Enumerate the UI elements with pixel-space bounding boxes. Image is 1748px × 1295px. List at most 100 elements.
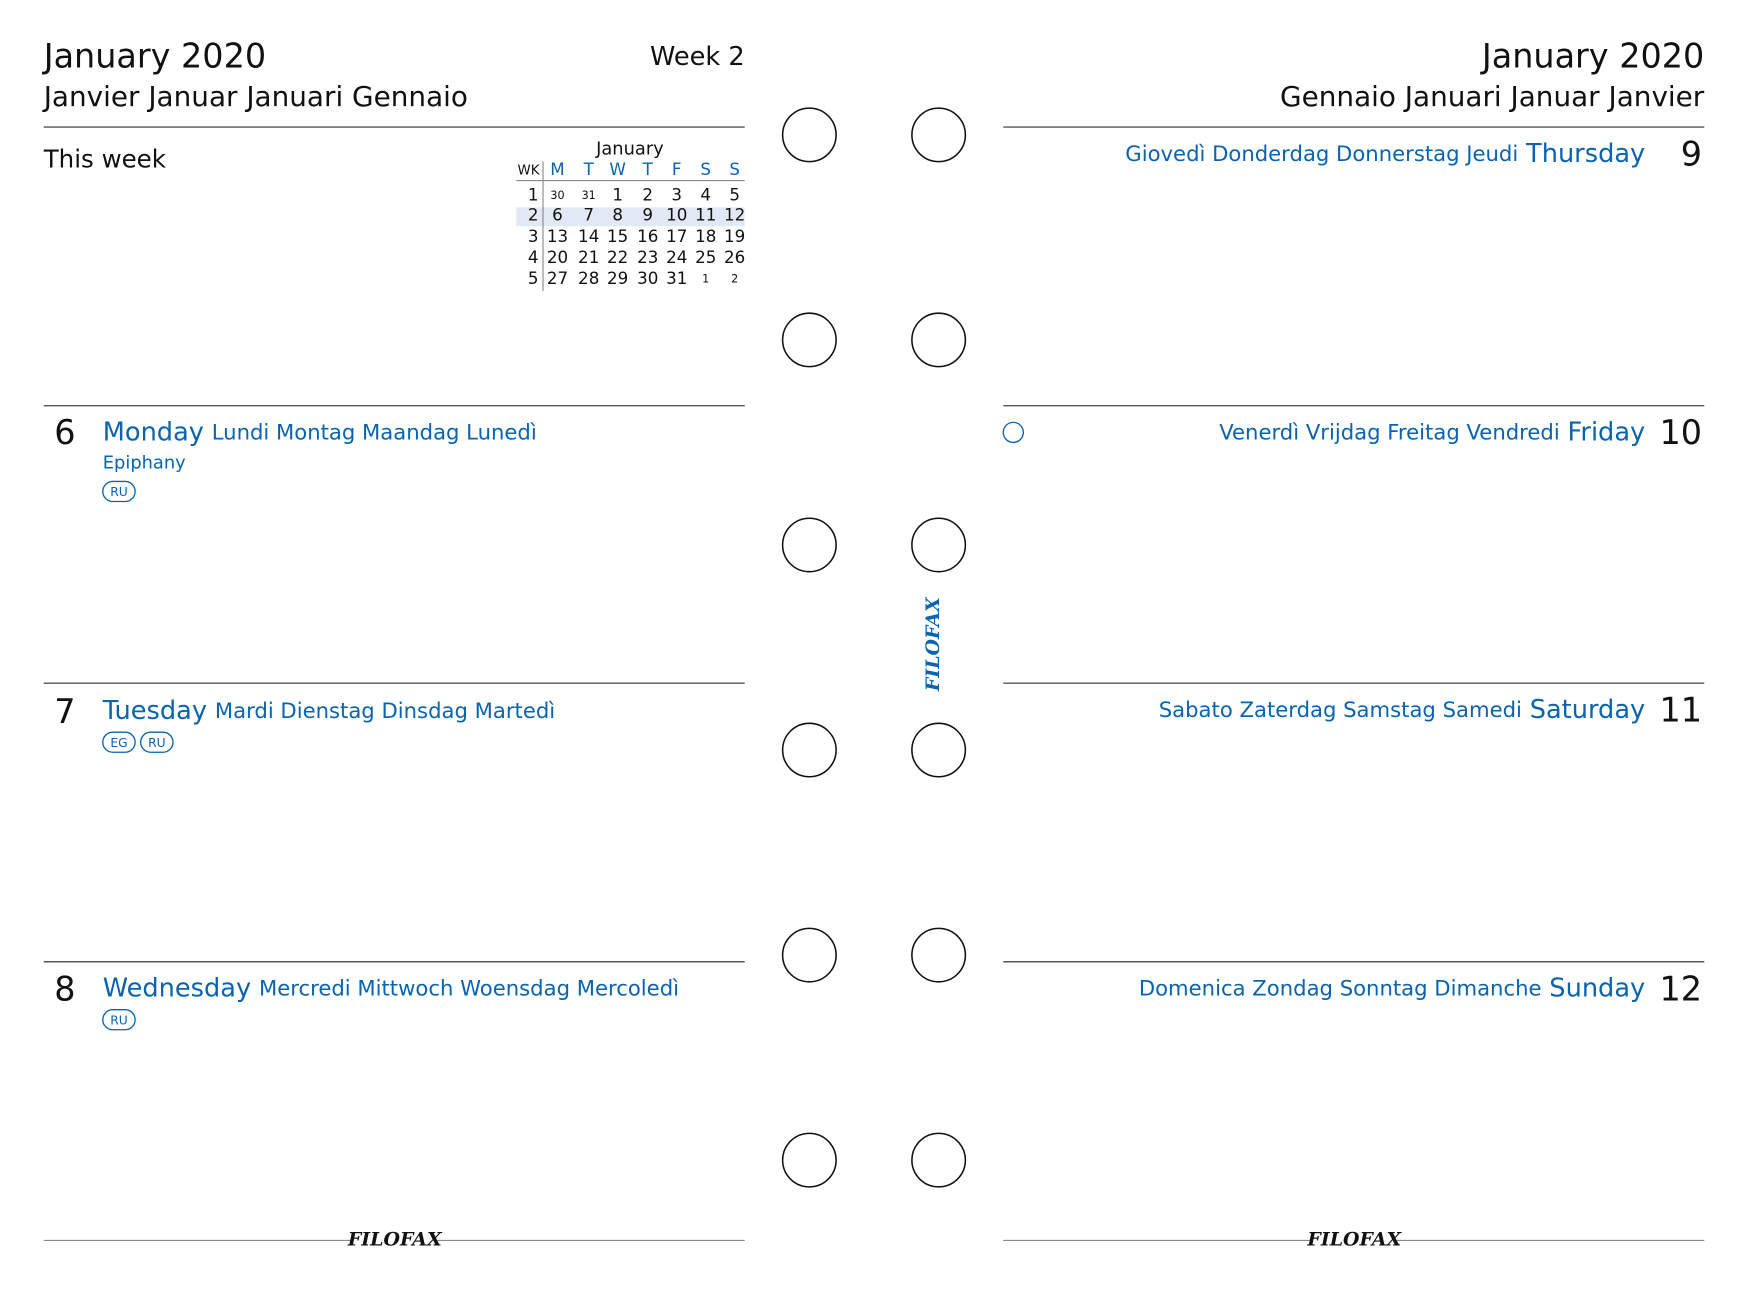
day-name: Friday bbox=[1568, 418, 1646, 448]
left-title: January 2020 bbox=[42, 36, 266, 75]
calendar-day: 13 bbox=[547, 226, 568, 246]
day-number: 12 bbox=[1660, 969, 1703, 1008]
calendar-day: 31 bbox=[582, 189, 596, 202]
calendar-day: 15 bbox=[607, 226, 628, 246]
day-heading: Tuesday Mardi Dienstag Dinsdag Martedì bbox=[102, 696, 555, 726]
calendar-day: 10 bbox=[666, 205, 687, 225]
spine-logo: FILOFAX bbox=[922, 596, 944, 692]
calendar-day: 11 bbox=[695, 205, 716, 225]
week-number: 1 bbox=[528, 185, 539, 205]
calendar-day: 8 bbox=[612, 205, 623, 225]
day-number: 9 bbox=[1681, 135, 1702, 174]
day-heading: Venerdì Vrijdag Freitag Vendredi Friday bbox=[1219, 418, 1645, 448]
calendar-day: 6 bbox=[552, 205, 563, 225]
day-name: Saturday bbox=[1530, 695, 1645, 725]
mini-calendar-header: S bbox=[700, 159, 711, 179]
calendar-day: 17 bbox=[666, 226, 687, 246]
left-subtitle: Janvier Januar Januari Gennaio bbox=[42, 80, 468, 113]
calendar-day: 16 bbox=[637, 226, 658, 246]
calendar-day: 28 bbox=[578, 268, 599, 288]
calendar-day: 1 bbox=[612, 185, 623, 205]
calendar-day: 23 bbox=[637, 247, 658, 267]
holiday-note: Epiphany bbox=[103, 453, 186, 474]
calendar-day: 29 bbox=[607, 268, 628, 288]
calendar-day: 30 bbox=[550, 189, 564, 202]
week-number: 3 bbox=[528, 226, 539, 246]
day-number: 11 bbox=[1660, 691, 1703, 730]
calendar-day: 2 bbox=[642, 185, 653, 205]
calendar-day: 19 bbox=[724, 226, 745, 246]
calendar-day: 24 bbox=[666, 247, 687, 267]
day-heading: Giovedì Donderdag Donnerstag Jeudi Thursd… bbox=[1125, 139, 1645, 169]
day-translations: Sabato Zaterdag Samstag Samedi bbox=[1159, 697, 1522, 722]
country-code: RU bbox=[148, 736, 165, 750]
mini-calendar-header: T bbox=[583, 159, 595, 179]
country-badge bbox=[102, 480, 136, 503]
day-translations: Mardi Dienstag Dinsdag Martedì bbox=[215, 698, 555, 723]
day-translations: Venerdì Vrijdag Freitag Vendredi bbox=[1219, 420, 1560, 445]
calendar-day: 22 bbox=[607, 247, 628, 267]
country-code: RU bbox=[110, 1013, 127, 1027]
day-number: 6 bbox=[54, 413, 75, 452]
country-badge bbox=[102, 731, 136, 753]
calendar-day: 3 bbox=[671, 185, 682, 205]
footer-logo: FILOFAX bbox=[347, 1228, 443, 1250]
country-badge bbox=[102, 1009, 136, 1031]
calendar-day: 12 bbox=[724, 205, 745, 225]
calendar-day: 26 bbox=[724, 247, 745, 267]
right-subtitle: Gennaio Januari Januar Janvier bbox=[1280, 80, 1705, 113]
day-name: Tuesday bbox=[102, 696, 207, 726]
calendar-day: 30 bbox=[637, 268, 658, 288]
calendar-day: 1 bbox=[702, 273, 709, 286]
week-label: Week 2 bbox=[650, 42, 745, 72]
mini-calendar-header: S bbox=[729, 159, 740, 179]
right-title: January 2020 bbox=[1480, 36, 1704, 75]
day-heading: Sabato Zaterdag Samstag Samedi Saturday bbox=[1159, 695, 1645, 725]
calendar-day: 2 bbox=[731, 273, 738, 286]
calendar-day: 31 bbox=[666, 268, 687, 288]
day-number: 10 bbox=[1660, 413, 1703, 452]
binder-holes bbox=[781, 107, 967, 1188]
day-heading: Wednesday Mercredi Mittwoch Woensdag Merc… bbox=[103, 974, 679, 1004]
week-number: 5 bbox=[528, 268, 539, 288]
week-number: 4 bbox=[528, 247, 539, 267]
day-heading: Domenica Zondag Sonntag Dimanche Sunday bbox=[1139, 974, 1645, 1004]
day-number: 8 bbox=[54, 969, 75, 1008]
country-badge bbox=[140, 731, 174, 753]
this-week: This week bbox=[43, 144, 167, 173]
mini-calendar-header: WK bbox=[518, 164, 541, 179]
calendar-day: 27 bbox=[547, 268, 568, 288]
day-name: Wednesday bbox=[103, 974, 251, 1004]
current-week-highlight bbox=[516, 207, 745, 227]
mini-calendar-header: T bbox=[642, 159, 654, 179]
mini-calendar-header: F bbox=[672, 159, 682, 179]
mini-calendar-header: W bbox=[609, 159, 626, 179]
day-name: Sunday bbox=[1549, 974, 1645, 1004]
country-code: RU bbox=[110, 485, 127, 499]
week-number: 2 bbox=[528, 205, 539, 225]
calendar-day: 9 bbox=[642, 205, 653, 225]
calendar-day: 7 bbox=[583, 205, 594, 225]
footer-logo: FILOFAX bbox=[1306, 1228, 1402, 1250]
day-translations: Domenica Zondag Sonntag Dimanche bbox=[1139, 976, 1542, 1001]
calendar-day: 20 bbox=[547, 247, 568, 267]
day-translations: Lundi Montag Maandag Lunedì bbox=[212, 420, 537, 445]
calendar-day: 18 bbox=[695, 226, 716, 246]
day-number: 7 bbox=[54, 692, 75, 731]
calendar-day: 25 bbox=[695, 247, 716, 267]
day-translations: Giovedì Donderdag Donnerstag Jeudi bbox=[1125, 141, 1518, 166]
calendar-day: 4 bbox=[700, 185, 711, 205]
mini-calendar-month: January bbox=[595, 138, 664, 159]
day-name: Monday bbox=[103, 418, 204, 448]
calendar-day: 14 bbox=[578, 226, 599, 246]
day-name: Thursday bbox=[1525, 139, 1645, 169]
day-translations: Mercredi Mittwoch Woensdag Mercoledì bbox=[259, 976, 679, 1001]
friday-marker bbox=[1002, 421, 1025, 444]
country-code: EG bbox=[110, 736, 127, 750]
calendar-day: 21 bbox=[578, 247, 599, 267]
calendar-day: 5 bbox=[729, 185, 740, 205]
day-heading: Monday Lundi Montag Maandag Lunedì bbox=[103, 418, 537, 448]
mini-calendar-header: M bbox=[550, 159, 564, 179]
